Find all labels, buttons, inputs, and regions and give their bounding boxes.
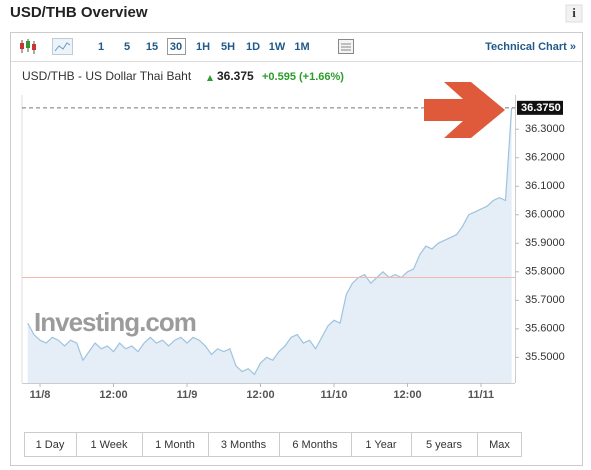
interval-button[interactable]: 5 bbox=[124, 41, 130, 53]
y-tick-label: 35.7000 bbox=[525, 294, 565, 306]
y-tick-label: 35.8000 bbox=[525, 266, 565, 278]
selected-interval-box bbox=[167, 38, 186, 55]
info-icon[interactable]: i bbox=[572, 5, 576, 20]
range-bar-frame bbox=[24, 432, 522, 457]
current-price-label: 36.3750 bbox=[521, 102, 561, 114]
current-price-box bbox=[517, 100, 563, 115]
watermark: Investing.com bbox=[34, 307, 196, 337]
range-button[interactable]: 1 Month bbox=[155, 439, 195, 451]
interval-button[interactable]: 1M bbox=[294, 41, 309, 53]
interval-button[interactable]: 1W bbox=[269, 41, 286, 53]
range-button[interactable]: 5 years bbox=[426, 439, 463, 451]
x-tick-label: 12:00 bbox=[393, 389, 421, 401]
instrument-name: USD/THB - US Dollar Thai Baht bbox=[22, 69, 192, 83]
y-tick-label: 36.0000 bbox=[525, 209, 565, 221]
y-tick-label: 36.1000 bbox=[525, 180, 565, 192]
quote-change: +0.595 bbox=[262, 71, 296, 83]
x-tick-label: 11/9 bbox=[177, 389, 198, 401]
candle-icon[interactable] bbox=[20, 39, 36, 54]
y-tick-label: 36.3000 bbox=[525, 123, 565, 135]
x-tick-label: 11/8 bbox=[30, 389, 51, 401]
range-button[interactable]: Max bbox=[489, 439, 510, 451]
interval-button[interactable]: 15 bbox=[146, 41, 158, 53]
y-tick-label: 35.6000 bbox=[525, 323, 565, 335]
area-icon-line bbox=[54, 42, 71, 52]
widget-title: USD/THB Overview bbox=[10, 4, 148, 21]
range-button[interactable]: 1 Week bbox=[90, 439, 128, 451]
interval-button[interactable]: 1D bbox=[246, 41, 260, 53]
range-button[interactable]: 1 Year bbox=[365, 439, 397, 451]
price-line bbox=[27, 107, 513, 376]
up-arrow bbox=[207, 75, 213, 81]
y-tick-label: 35.9000 bbox=[525, 237, 565, 249]
interval-button[interactable]: 5H bbox=[221, 41, 235, 53]
range-button[interactable]: 1 Day bbox=[36, 439, 65, 451]
info-button[interactable] bbox=[565, 4, 583, 23]
quote-price: 36.375 bbox=[217, 69, 254, 83]
range-bar: 1 Day 1 Week 1 Month 3 Months 6 Months 1 Year… bbox=[24, 432, 522, 457]
interval-button[interactable]: 30 bbox=[170, 41, 182, 53]
interval-button[interactable]: 1H bbox=[196, 41, 210, 53]
area-fill bbox=[27, 107, 512, 383]
range-button[interactable]: 6 Months bbox=[292, 439, 338, 451]
range-button[interactable]: 3 Months bbox=[221, 439, 267, 451]
y-tick-label: 36.2000 bbox=[525, 152, 565, 164]
interval-button[interactable]: 1 bbox=[98, 41, 104, 53]
quote-change-percent: (+1.66%) bbox=[299, 71, 344, 83]
annotation-arrow bbox=[424, 82, 505, 138]
plot: 35.5000 35.6000 35.7000 35.8000 35.9000 36.00… bbox=[21, 95, 565, 401]
x-tick-label: 11/11 bbox=[468, 389, 494, 401]
y-tick-label: 35.5000 bbox=[525, 351, 565, 363]
x-tick-label: 11/10 bbox=[321, 389, 348, 401]
area-icon[interactable] bbox=[52, 38, 73, 55]
x-tick-label: 12:00 bbox=[99, 389, 127, 401]
x-tick-label: 12:00 bbox=[246, 389, 274, 401]
technical-chart-link[interactable]: Technical Chart » bbox=[485, 41, 576, 53]
